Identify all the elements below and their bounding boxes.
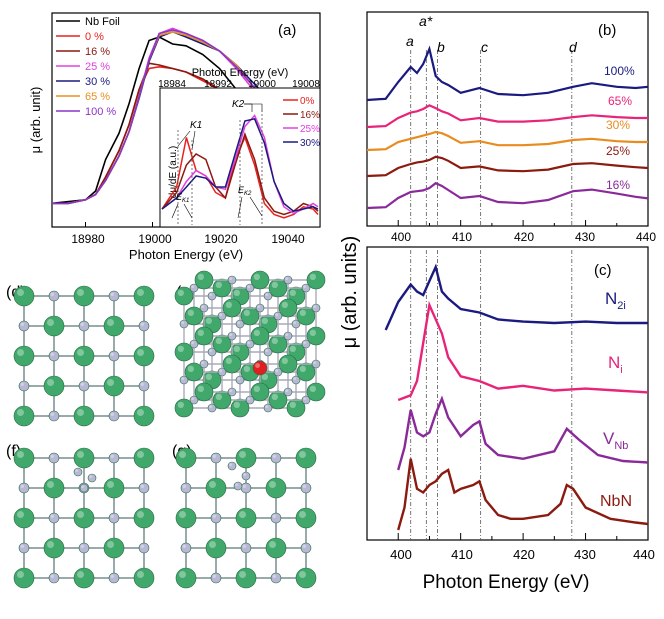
inset-ek2: EK2 <box>238 185 252 197</box>
a-legend: Nb Foil 0 % 16 % 25 % 30 % 65 % 100 % <box>56 16 120 118</box>
panel-b-label: (b) <box>598 22 616 39</box>
structures: (d) (e) (f) (g) <box>6 270 326 589</box>
b-peak-d: d <box>569 39 578 55</box>
c-xlabel: Photon Energy (eV) <box>423 572 590 593</box>
inset-legend-0: 0% <box>300 96 315 107</box>
b-series-line-0 <box>366 45 649 102</box>
c-xtick-3: 430 <box>574 547 596 562</box>
a-xlabel: Photon Energy (eV) <box>129 247 243 262</box>
a-legend-4: 30 % <box>85 76 110 88</box>
inset-k1: K1 <box>190 120 202 131</box>
b-peak-astar: a* <box>419 13 433 29</box>
structure-f <box>13 447 155 589</box>
panel-c: (c) N2i Ni VNb NbN 400 410 420 430 440 P… <box>339 236 655 593</box>
c-series-line-3 <box>397 458 649 531</box>
a-legend-3: 25 % <box>85 61 110 73</box>
inset-xtick-1: 18992 <box>204 79 232 90</box>
inset-xlabel: Photon Energy (eV) <box>192 67 289 79</box>
a-legend-6: 100 % <box>85 106 116 118</box>
inset-legend: 0% 16% 25% 30% <box>283 96 320 149</box>
panel-a: (a) 18980 19000 19020 19040 Photon Energ… <box>28 12 321 262</box>
inset-legend-2: 25% <box>300 124 320 135</box>
inset-legend-1: 16% <box>300 110 320 121</box>
c-xtick-0: 400 <box>390 547 412 562</box>
b-xtick-2: 420 <box>514 230 534 244</box>
inset-xtick-3: 19008 <box>292 79 320 90</box>
inset-xtick-2: 19000 <box>248 79 276 90</box>
a-xtick-2: 19020 <box>204 232 238 246</box>
b-peak-b: b <box>437 39 445 55</box>
b-peak-a: a <box>406 33 414 49</box>
c-series-label-2: VNb <box>603 429 628 452</box>
b-series-line-2 <box>366 130 648 152</box>
inset-ek1: EK1 <box>176 192 189 204</box>
b-series-line-3 <box>366 155 649 178</box>
a-xtick-1: 19000 <box>138 232 172 246</box>
structure-g <box>175 447 317 589</box>
c-series-line-0 <box>384 263 648 331</box>
structure-e <box>174 270 326 418</box>
a-legend-2: 16 % <box>85 46 110 58</box>
a-inset: 18984 18992 19000 19008 Photon Energy (e… <box>158 67 321 228</box>
a-ylabel: μ (arb. unit) <box>28 87 43 154</box>
structure-d <box>13 285 155 427</box>
c-xtick-1: 410 <box>451 547 473 562</box>
b-series-label-0: 100% <box>604 64 635 78</box>
c-series-label-3: NbN <box>600 493 632 510</box>
a-xtick-3: 19040 <box>271 232 305 246</box>
c-ylabel: μ (arb. units) <box>339 236 361 349</box>
b-xtick-4: 440 <box>636 230 656 244</box>
b-xtick-1: 410 <box>452 230 472 244</box>
b-series-line-1 <box>366 104 648 129</box>
panel-b-lines <box>366 45 649 226</box>
b-series-label-4: 16% <box>606 178 630 192</box>
a-legend-5: 65 % <box>85 91 110 103</box>
b-series-label-2: 30% <box>606 118 630 132</box>
b-xtick-3: 430 <box>575 230 595 244</box>
c-series-label-0: N2i <box>605 289 626 312</box>
b-series-label-1: 65% <box>608 94 632 108</box>
b-series-label-3: 25% <box>606 144 630 158</box>
panel-c-lines <box>366 263 649 540</box>
inset-series-line-2 <box>161 114 319 215</box>
inset-xtick-0: 18984 <box>158 79 186 90</box>
c-series-label-1: Ni <box>608 353 623 376</box>
c-series-line-2 <box>397 395 649 471</box>
panel-c-frame <box>366 246 649 541</box>
a-legend-1: 0 % <box>85 31 104 43</box>
b-series-line-4 <box>366 181 649 210</box>
inset-lines <box>161 114 319 219</box>
panel-a-label: (a) <box>278 22 296 39</box>
c-xtick-4: 440 <box>633 547 655 562</box>
c-series-line-1 <box>397 300 649 402</box>
c-xtick-2: 420 <box>513 547 535 562</box>
inset-series-line-3 <box>161 117 319 213</box>
b-peak-c: c <box>481 39 488 55</box>
panel-b: (b) a a* b c d 100% 65% 30% 25% 16% 400 … <box>366 11 656 244</box>
b-xtick-0: 400 <box>391 230 411 244</box>
a-xtick-0: 18980 <box>71 232 105 246</box>
inset-legend-3: 30% <box>300 138 320 149</box>
panel-c-label: (c) <box>594 262 612 279</box>
inset-k2: K2 <box>232 99 245 110</box>
inset-series-line-1 <box>161 131 319 216</box>
inset-ylabel: dμ/dE (a.u.) <box>168 146 179 198</box>
a-legend-0: Nb Foil <box>85 16 120 28</box>
